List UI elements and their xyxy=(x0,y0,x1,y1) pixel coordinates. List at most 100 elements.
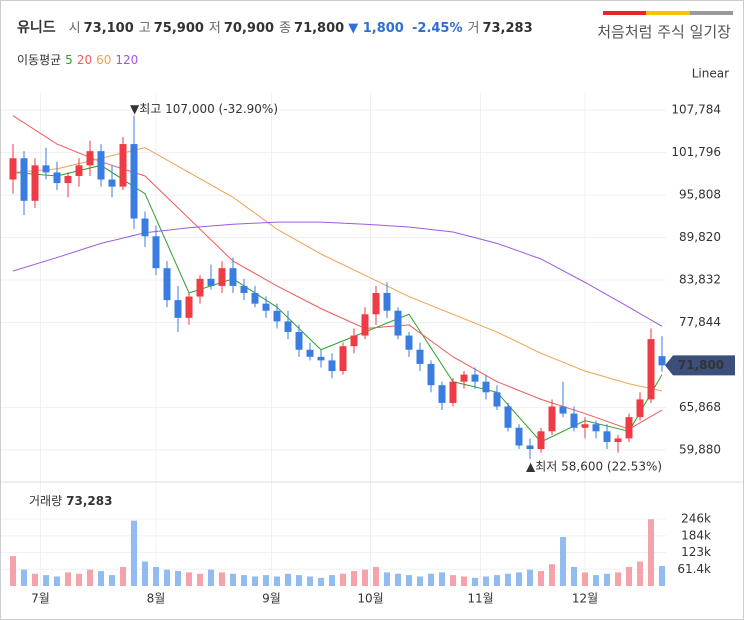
candle-body xyxy=(449,381,457,403)
volume-bar xyxy=(219,572,225,586)
volume-bar xyxy=(175,571,181,586)
x-tick-label: 8월 xyxy=(147,592,166,606)
y-tick-label: 59,880 xyxy=(679,442,721,456)
brand-color xyxy=(646,11,690,15)
volume-bar xyxy=(252,576,258,586)
volume-bar xyxy=(417,576,423,586)
volume-bar xyxy=(274,576,280,586)
volume-bar xyxy=(43,575,49,586)
candle-body xyxy=(97,151,105,180)
label: 저 xyxy=(208,21,221,36)
candle-body xyxy=(251,293,259,304)
y-tick-label: 77,844 xyxy=(679,315,721,329)
volume-bar xyxy=(615,572,621,586)
value: 70,900 xyxy=(223,21,275,36)
annotation: ▼최고 107,000 (-32.90%) xyxy=(130,102,278,116)
value: 73,100 xyxy=(83,21,134,36)
label: 고 xyxy=(138,21,151,36)
candle-body xyxy=(284,321,292,333)
candle-body xyxy=(592,424,600,432)
candle-body xyxy=(119,144,127,187)
volume-bar xyxy=(527,569,533,586)
volume-bar xyxy=(351,571,357,586)
y-tick-label: 184k xyxy=(681,528,711,542)
ma-line xyxy=(12,115,663,430)
price-tag xyxy=(665,355,735,376)
ma-line xyxy=(12,221,663,327)
volume-bar xyxy=(406,575,412,586)
candle-body xyxy=(141,218,149,237)
label: 종 xyxy=(279,21,292,36)
scale-label: Linear xyxy=(692,67,729,81)
y-tick-label: 61.4k xyxy=(677,562,711,576)
candle-body xyxy=(548,406,556,432)
volume-bar xyxy=(164,569,170,586)
volume-bar xyxy=(318,577,324,586)
volume-bar xyxy=(582,572,588,586)
legend-entry: 20 xyxy=(76,53,93,67)
volume-bar xyxy=(395,573,401,586)
volume-bar xyxy=(186,572,192,586)
volume-bar xyxy=(637,561,643,586)
candle-body xyxy=(218,268,226,286)
candle-body xyxy=(295,332,303,350)
candle-body xyxy=(31,165,39,201)
candle-body xyxy=(647,339,655,400)
header: 유니드 시 73,100 고 75,900 저 70,900 종 71,800 ▼ 1,800 -… xyxy=(17,17,533,37)
y-tick-label: 65,868 xyxy=(679,400,721,414)
candle-body xyxy=(493,392,501,407)
y-tick-label: 95,808 xyxy=(679,188,721,202)
value: 75,900 xyxy=(153,21,204,36)
volume-bar xyxy=(10,556,16,586)
brand-color xyxy=(603,11,647,15)
candle-body xyxy=(603,431,611,442)
legend-entry: 60 xyxy=(96,53,112,67)
candle-body xyxy=(86,151,94,166)
candle-body xyxy=(328,360,336,372)
candle-body xyxy=(317,356,325,361)
change: ▼ 1,800 xyxy=(348,21,404,36)
volume-bar xyxy=(76,573,82,586)
value: 71,800 xyxy=(294,21,345,36)
legend-entry: 120 xyxy=(115,53,139,67)
volume-bar xyxy=(516,572,522,586)
candle-body xyxy=(229,268,237,286)
candle-body xyxy=(361,314,369,336)
ma-line xyxy=(12,164,663,443)
x-tick-label: 9월 xyxy=(262,592,281,606)
ma-label: 이동평균 xyxy=(17,53,62,67)
candle-body xyxy=(416,349,424,364)
candle-body xyxy=(581,424,589,428)
volume-bar xyxy=(450,575,456,586)
candle-body xyxy=(570,413,578,428)
candle-body xyxy=(108,179,116,187)
volume-bar xyxy=(208,569,214,586)
y-tick-label: 246k xyxy=(681,512,711,526)
volume-bar xyxy=(87,569,93,586)
volume-bar xyxy=(109,575,115,586)
candle-body xyxy=(658,356,666,366)
x-tick-label: 12월 xyxy=(572,592,598,606)
candle-body xyxy=(174,300,182,318)
y-tick-label: 107,784 xyxy=(671,103,721,117)
volume-bar xyxy=(593,575,599,586)
brand: 처음처럼 주식 일기장 xyxy=(597,23,731,41)
volume-bar xyxy=(197,573,203,586)
y-tick-label: 101,796 xyxy=(671,145,721,159)
candle-body xyxy=(383,293,391,311)
volume-bar xyxy=(241,575,247,586)
annotation: ▲최저 58,600 (22.53%) xyxy=(526,459,662,473)
candle-body xyxy=(504,406,512,428)
volume-bar xyxy=(549,564,555,586)
candle-body xyxy=(152,236,160,269)
candle-body xyxy=(9,158,17,180)
x-tick-label: 10월 xyxy=(357,592,383,606)
volume-bar xyxy=(230,573,236,586)
legend-entry: 5 xyxy=(65,53,73,67)
volume-bar xyxy=(307,576,313,586)
volume-bar xyxy=(571,566,577,586)
candle-body xyxy=(20,158,28,201)
volume-bar xyxy=(120,566,126,586)
